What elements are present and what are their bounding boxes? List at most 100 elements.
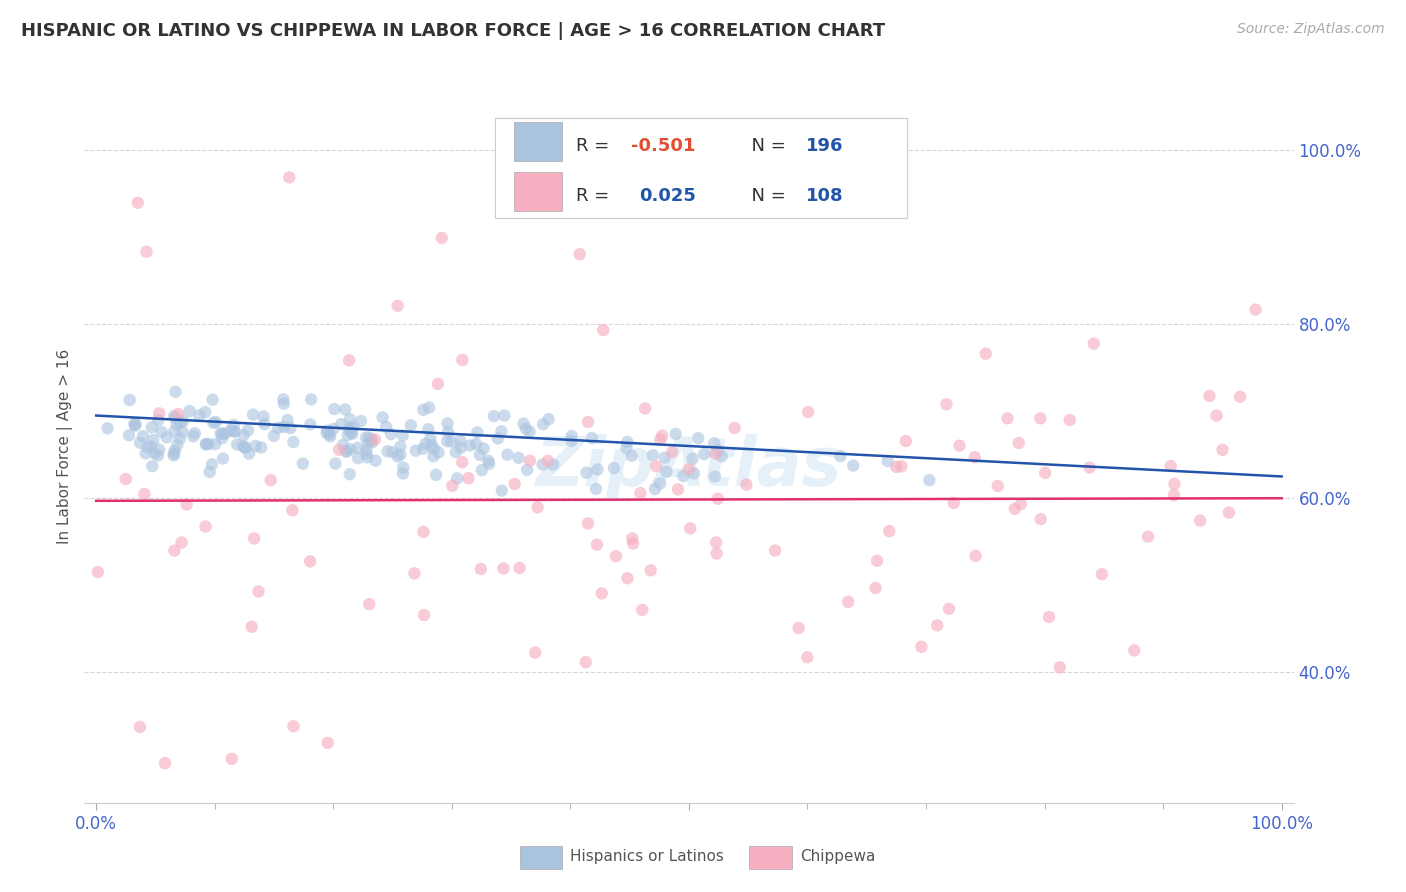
Point [142, 434, 165, 448]
Point [356, 447, 378, 461]
Point [238, 447, 260, 461]
Point [318, 427, 340, 442]
Point [357, 435, 380, 450]
Point [143, 446, 166, 460]
Point [631, 603, 654, 617]
Point [96, 421, 118, 435]
Point [654, 450, 676, 465]
Point [412, 524, 434, 539]
Point [645, 459, 668, 474]
Point [682, 451, 704, 466]
Point [703, 469, 725, 483]
Point [938, 602, 960, 616]
Point [375, 420, 398, 434]
Point [315, 425, 337, 440]
Text: HISPANIC OR LATINO VS CHIPPEWA IN LABOR FORCE | AGE > 16 CORRELATION CHART: HISPANIC OR LATINO VS CHIPPEWA IN LABOR … [21, 22, 886, 40]
Point [233, 441, 256, 455]
Point [141, 459, 163, 474]
Point [486, 432, 509, 446]
Point [621, 536, 644, 550]
Point [135, 446, 157, 460]
Point [209, 426, 232, 441]
Point [232, 428, 254, 442]
Point [605, 549, 627, 564]
Point [884, 459, 907, 474]
Point [650, 476, 672, 491]
Point [477, 454, 499, 468]
Point [271, 392, 294, 407]
Point [842, 458, 865, 473]
Point [437, 425, 460, 439]
Point [1038, 610, 1060, 624]
Point [413, 608, 436, 623]
Point [283, 435, 305, 450]
Text: R =: R = [576, 186, 621, 204]
Point [325, 457, 347, 471]
Point [299, 392, 322, 407]
Point [630, 486, 652, 500]
Point [581, 431, 603, 445]
Point [163, 443, 186, 458]
Point [1198, 389, 1220, 403]
Point [426, 376, 449, 391]
Point [399, 418, 422, 433]
Point [299, 554, 322, 568]
Point [1218, 506, 1240, 520]
Point [471, 463, 494, 477]
Point [997, 411, 1019, 425]
Point [172, 414, 194, 428]
Point [1244, 302, 1267, 317]
Text: 196: 196 [806, 136, 844, 154]
Point [576, 415, 599, 429]
Point [169, 416, 191, 430]
Point [392, 460, 415, 475]
Point [380, 427, 402, 442]
Point [224, 425, 246, 439]
Point [415, 437, 437, 451]
Point [576, 516, 599, 531]
Point [444, 445, 467, 459]
Point [644, 482, 666, 496]
Point [333, 402, 356, 417]
Point [1091, 567, 1114, 582]
Point [661, 445, 683, 459]
Point [1004, 501, 1026, 516]
Point [364, 453, 387, 467]
Point [198, 465, 221, 479]
Point [339, 421, 361, 435]
Point [87, 565, 110, 579]
Point [170, 535, 193, 549]
Point [935, 397, 957, 411]
Point [336, 428, 359, 442]
Point [1205, 409, 1227, 423]
Point [253, 417, 276, 431]
Point [389, 448, 412, 462]
Point [350, 414, 373, 428]
Point [280, 421, 302, 435]
Point [679, 521, 702, 535]
Point [129, 720, 152, 734]
Point [560, 434, 582, 448]
Point [496, 448, 519, 462]
Point [356, 443, 378, 458]
Point [335, 444, 357, 458]
Point [603, 461, 626, 475]
Point [240, 620, 263, 634]
Point [412, 403, 434, 417]
Point [468, 448, 491, 462]
Point [387, 299, 409, 313]
Point [707, 443, 730, 458]
Point [273, 420, 295, 434]
Point [537, 412, 560, 426]
Point [918, 473, 941, 487]
Point [796, 650, 818, 665]
Point [423, 442, 446, 456]
Point [250, 441, 273, 455]
Point [678, 462, 700, 476]
Point [586, 538, 609, 552]
Point [519, 454, 541, 468]
Point [129, 435, 152, 450]
Point [706, 547, 728, 561]
Point [163, 410, 186, 425]
Point [974, 347, 997, 361]
